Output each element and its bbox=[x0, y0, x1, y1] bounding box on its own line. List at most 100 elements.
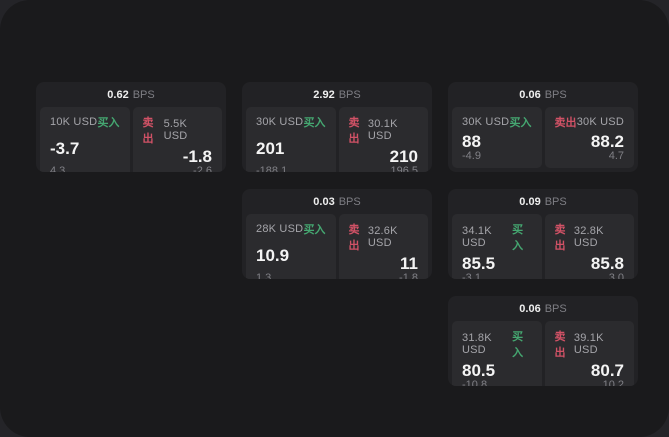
buy-delta: -4.9 bbox=[462, 150, 481, 162]
sell-delta: 196.5 bbox=[390, 165, 418, 172]
sell-amount: 32.6K USD bbox=[367, 225, 398, 249]
sell-panel[interactable]: 卖出 5.5K USD -1.8 -2.6 bbox=[132, 107, 222, 172]
sell-price: 80.7 bbox=[590, 361, 624, 380]
sell-price: 210 bbox=[389, 147, 418, 166]
buy-panel-header: 34.1K USD 买入 bbox=[462, 221, 532, 253]
sell-panel[interactable]: 卖出 30.1K USD 210 196.5 bbox=[338, 107, 428, 172]
quote-card: 2.92 BPS 30K USD 买入 201 -188.1 卖出 30.1K … bbox=[242, 82, 432, 172]
sell-button[interactable]: 卖出 bbox=[348, 224, 360, 252]
card-header: 0.06 BPS bbox=[448, 296, 638, 321]
sell-panel-header: 卖出 5.5K USD bbox=[143, 114, 213, 146]
sell-panel-header: 卖出 30K USD bbox=[555, 114, 625, 130]
buy-panel-header: 30K USD 买入 bbox=[256, 114, 326, 130]
sell-panel[interactable]: 卖出 32.8K USD 85.8 3.0 bbox=[544, 214, 634, 279]
buy-button[interactable]: 买入 bbox=[303, 117, 326, 129]
bps-value: 0.03 bbox=[313, 195, 335, 208]
card-body: 34.1K USD 买入 85.5 -3.1 卖出 32.8K USD 85.8… bbox=[448, 214, 638, 279]
buy-price: -3.7 bbox=[50, 139, 80, 158]
buy-amount: 30K USD bbox=[462, 116, 510, 128]
buy-panel-header: 31.8K USD 买入 bbox=[462, 328, 532, 360]
buy-panel-header: 28K USD 买入 bbox=[256, 221, 326, 237]
buy-delta: -188.1 bbox=[256, 165, 288, 172]
buy-delta: 1.3 bbox=[256, 272, 272, 279]
bps-unit-label: BPS bbox=[544, 88, 567, 101]
buy-amount: 30K USD bbox=[256, 116, 304, 128]
buy-button[interactable]: 买入 bbox=[303, 224, 326, 236]
buy-button[interactable]: 买入 bbox=[512, 224, 524, 252]
buy-panel[interactable]: 28K USD 买入 10.9 1.3 bbox=[246, 214, 336, 279]
sell-panel-header: 卖出 30.1K USD bbox=[349, 114, 419, 146]
sell-panel[interactable]: 卖出 32.6K USD 11 -1.8 bbox=[338, 214, 428, 279]
card-header: 0.09 BPS bbox=[448, 189, 638, 214]
buy-panel[interactable]: 31.8K USD 买入 80.5 -10.8 bbox=[452, 321, 542, 386]
sell-price: 88.2 bbox=[590, 131, 624, 151]
card-body: 31.8K USD 买入 80.5 -10.8 卖出 39.1K USD 80.… bbox=[448, 321, 638, 386]
sell-delta: -2.6 bbox=[193, 165, 212, 172]
bps-unit-label: BPS bbox=[338, 195, 361, 208]
quote-card: 0.62 BPS 10K USD 买入 -3.7 4.3 卖出 5.5K USD… bbox=[36, 82, 226, 172]
sell-amount: 39.1K USD bbox=[573, 332, 604, 356]
sell-panel[interactable]: 卖出 30K USD 88.2 4.7 bbox=[544, 107, 634, 168]
quote-card: 0.06 BPS 31.8K USD 买入 80.5 -10.8 卖出 39.1… bbox=[448, 296, 638, 386]
buy-delta: 4.3 bbox=[50, 165, 66, 172]
buy-price: 201 bbox=[256, 139, 285, 158]
buy-amount: 28K USD bbox=[256, 223, 304, 235]
buy-panel[interactable]: 30K USD 买入 201 -188.1 bbox=[246, 107, 336, 172]
card-body: 28K USD 买入 10.9 1.3 卖出 32.6K USD 11 -1.8 bbox=[242, 214, 432, 279]
sell-button[interactable]: 卖出 bbox=[554, 224, 566, 252]
sell-delta: 4.7 bbox=[608, 150, 624, 162]
sell-amount: 30K USD bbox=[576, 116, 624, 128]
sell-panel-header: 卖出 32.8K USD bbox=[555, 221, 625, 253]
bps-value: 0.62 bbox=[107, 88, 129, 101]
quote-card: 0.06 BPS 30K USD 买入 88 -4.9 卖出 30K USD 8… bbox=[448, 82, 638, 172]
quote-card: 0.03 BPS 28K USD 买入 10.9 1.3 卖出 32.6K US… bbox=[242, 189, 432, 279]
sell-panel-header: 卖出 39.1K USD bbox=[555, 328, 625, 360]
card-body: 30K USD 买入 88 -4.9 卖出 30K USD 88.2 4.7 bbox=[448, 107, 638, 172]
sell-price: -1.8 bbox=[182, 147, 212, 166]
sell-price: 11 bbox=[400, 254, 418, 273]
buy-delta: -3.1 bbox=[462, 272, 481, 279]
buy-amount: 10K USD bbox=[50, 116, 98, 128]
sell-amount: 32.8K USD bbox=[573, 225, 604, 249]
buy-panel-header: 10K USD 买入 bbox=[50, 114, 120, 130]
sell-button[interactable]: 卖出 bbox=[142, 117, 154, 145]
quote-card: 0.09 BPS 34.1K USD 买入 85.5 -3.1 卖出 32.8K… bbox=[448, 189, 638, 279]
sell-delta: 10.2 bbox=[602, 379, 624, 386]
sell-amount: 5.5K USD bbox=[163, 118, 188, 142]
bps-value: 0.06 bbox=[519, 302, 541, 315]
buy-panel-header: 30K USD 买入 bbox=[462, 114, 532, 130]
buy-panel[interactable]: 30K USD 买入 88 -4.9 bbox=[452, 107, 542, 168]
card-body: 10K USD 买入 -3.7 4.3 卖出 5.5K USD -1.8 -2.… bbox=[36, 107, 226, 172]
card-body: 30K USD 买入 201 -188.1 卖出 30.1K USD 210 1… bbox=[242, 107, 432, 172]
buy-amount: 31.8K USD bbox=[462, 332, 492, 356]
bps-unit-label: BPS bbox=[338, 88, 361, 101]
buy-price: 85.5 bbox=[462, 254, 496, 273]
sell-button[interactable]: 卖出 bbox=[554, 331, 566, 359]
bps-unit-label: BPS bbox=[544, 195, 567, 208]
bps-value: 2.92 bbox=[313, 88, 335, 101]
buy-price: 10.9 bbox=[256, 246, 290, 265]
sell-button[interactable]: 卖出 bbox=[348, 117, 360, 145]
bps-value: 0.06 bbox=[519, 88, 541, 101]
buy-button[interactable]: 买入 bbox=[509, 117, 532, 129]
buy-button[interactable]: 买入 bbox=[512, 331, 524, 359]
buy-button[interactable]: 买入 bbox=[97, 117, 120, 129]
sell-delta: -1.8 bbox=[399, 272, 418, 279]
buy-panel[interactable]: 34.1K USD 买入 85.5 -3.1 bbox=[452, 214, 542, 279]
sell-amount: 30.1K USD bbox=[367, 118, 398, 142]
sell-button[interactable]: 卖出 bbox=[554, 117, 577, 129]
buy-price: 88 bbox=[462, 131, 481, 151]
buy-price: 80.5 bbox=[462, 361, 496, 380]
sell-price: 85.8 bbox=[590, 254, 624, 273]
sell-panel-header: 卖出 32.6K USD bbox=[349, 221, 419, 253]
sell-panel[interactable]: 卖出 39.1K USD 80.7 10.2 bbox=[544, 321, 634, 386]
quote-grid: 0.62 BPS 10K USD 买入 -3.7 4.3 卖出 5.5K USD… bbox=[36, 82, 638, 386]
buy-panel[interactable]: 10K USD 买入 -3.7 4.3 bbox=[40, 107, 130, 172]
card-header: 0.62 BPS bbox=[36, 82, 226, 107]
sell-delta: 3.0 bbox=[608, 272, 624, 279]
bps-unit-label: BPS bbox=[132, 88, 155, 101]
card-header: 0.06 BPS bbox=[448, 82, 638, 107]
bps-value: 0.09 bbox=[519, 195, 541, 208]
card-header: 0.03 BPS bbox=[242, 189, 432, 214]
